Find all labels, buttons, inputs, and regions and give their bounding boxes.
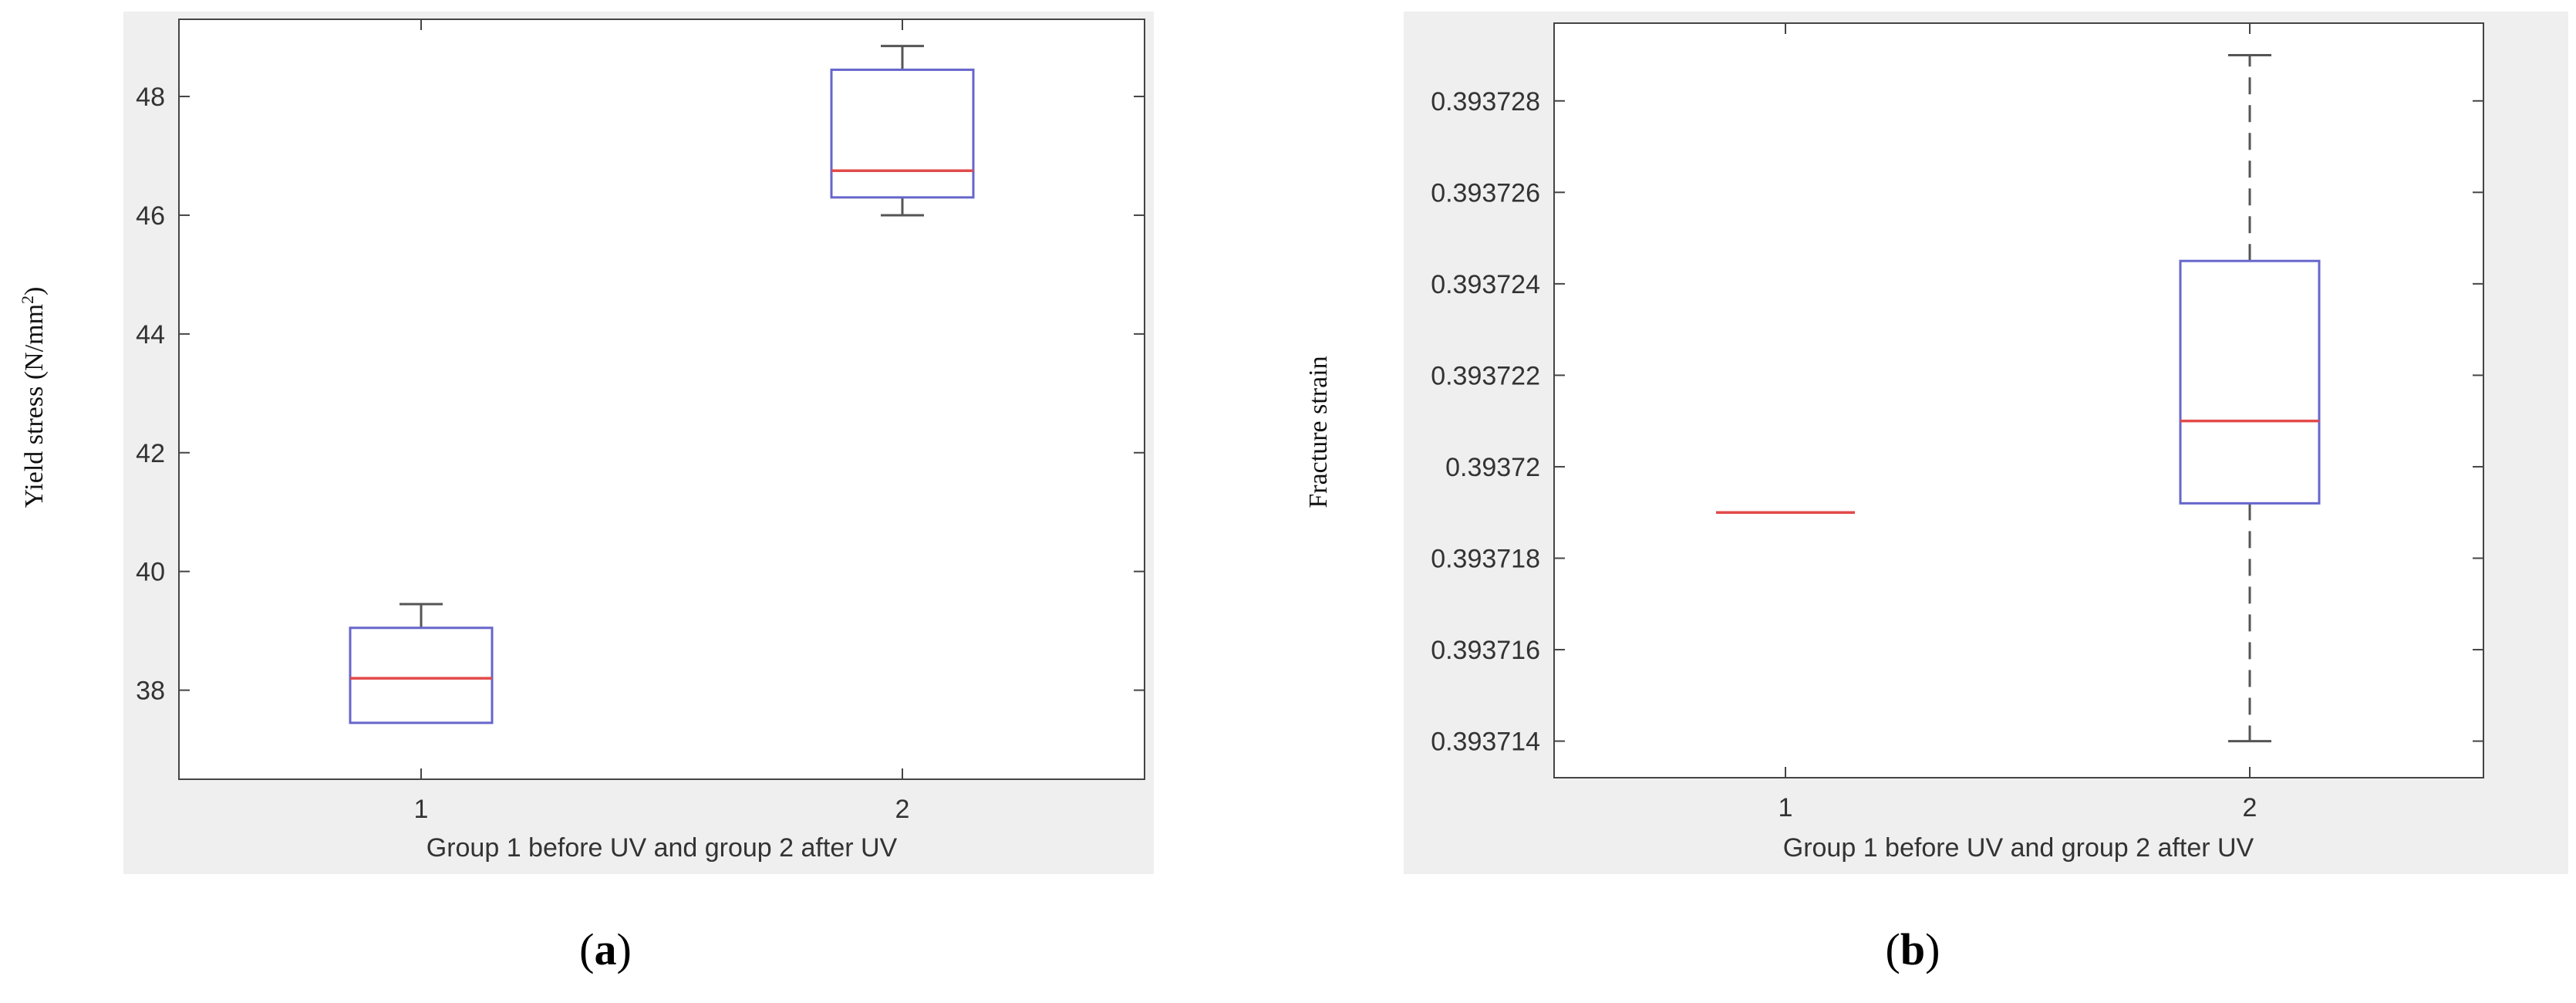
panel-b-ytick-label: 0.39372 — [1445, 453, 1540, 482]
panel-b-marks: 0.393714 0.393716 0.393718 0.39372 0.393722 0… — [1431, 23, 2483, 822]
panel-a-ytick-label: 38 — [136, 677, 165, 706]
panel-a-box-2 — [830, 68, 975, 199]
panel-b-ytick-label: 0.393726 — [1431, 178, 1540, 208]
panel-b-plot-area — [1553, 22, 2484, 778]
panel-b-caption-close-paren: ) — [1925, 924, 1940, 974]
panel-b-ytick-label: 0.393728 — [1431, 87, 1540, 117]
panel-a-caption: (a) — [579, 924, 632, 974]
panel-b-ytick-label: 0.393724 — [1431, 270, 1540, 299]
panel-a-ylabel-superscript: 2 — [18, 295, 37, 304]
panel-a-ylabel: Yield stress (N/mm2) — [18, 287, 49, 508]
panel-b-ytick-label: 0.393714 — [1431, 728, 1540, 757]
panel-b-caption-open-paren: ( — [1886, 924, 1900, 974]
panel-b-ytick-label: 0.393722 — [1431, 361, 1540, 390]
panel-a-ytick-label: 40 — [136, 558, 165, 587]
panel-a-xlabel: Group 1 before UV and group 2 after UV — [427, 833, 898, 863]
panel-a-marks: 38 40 42 44 46 48 1 2 — [136, 19, 1145, 824]
panel-b-ylabel: Fracture strain — [1304, 356, 1333, 508]
panel-a-ytick-label: 42 — [136, 439, 165, 468]
panel-b-caption-letter: b — [1900, 924, 1925, 974]
panel-a-ylabel-close: ) — [20, 287, 49, 295]
panel-b-ytick-label: 0.393718 — [1431, 544, 1540, 573]
panel-a-caption-open-paren: ( — [579, 924, 594, 974]
panel-a-ytick-label: 48 — [136, 83, 165, 112]
panel-a-xtick-label: 2 — [895, 795, 910, 824]
panel-a-box-1 — [349, 626, 494, 724]
panel-b-caption: (b) — [1886, 924, 1940, 974]
panel-b-ytick-label: 0.393716 — [1431, 636, 1540, 665]
panel-b-xtick-label: 2 — [2243, 793, 2257, 822]
panel-a-ytick-label: 46 — [136, 201, 165, 231]
panel-b-xtick-label: 1 — [1779, 793, 1793, 822]
panel-a-xtick-label: 1 — [414, 795, 429, 824]
panel-b: 0.393714 0.393716 0.393718 0.39372 0.393722 0… — [1304, 12, 2568, 974]
panel-a-ylabel-main: Yield stress (N/mm — [20, 304, 49, 508]
panel-a: 38 40 42 44 46 48 1 2 Group 1 before UV and gro… — [18, 12, 1154, 974]
panel-b-xlabel: Group 1 before UV and group 2 after UV — [1783, 833, 2254, 863]
panel-a-caption-letter: a — [595, 924, 617, 974]
panel-b-box-2 — [2179, 259, 2321, 505]
panel-a-plot-area — [178, 19, 1145, 780]
panel-a-caption-close-paren: ) — [617, 924, 632, 974]
panel-a-ytick-label: 44 — [136, 320, 165, 350]
